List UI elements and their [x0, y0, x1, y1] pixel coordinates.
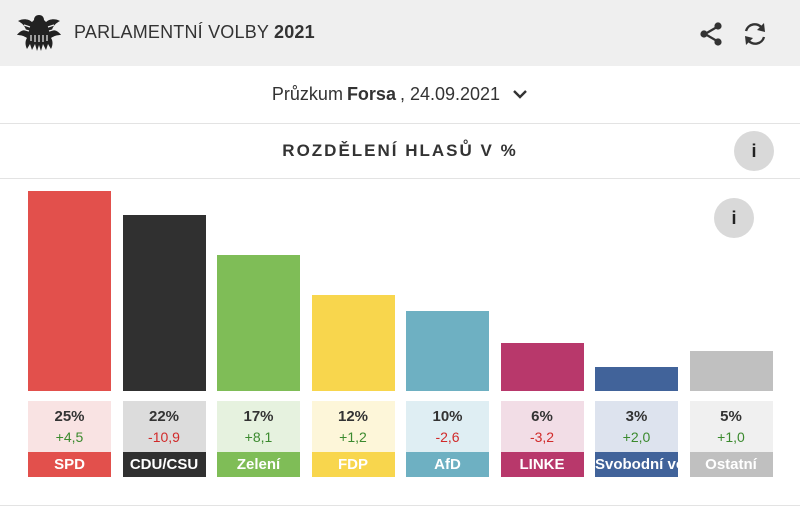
value-cell: 22% -10,9: [122, 401, 206, 452]
change-label: +4,5: [55, 429, 84, 445]
party-label: Zelení: [217, 452, 300, 477]
bar: [122, 215, 206, 391]
party-label: CDU/CSU: [122, 452, 206, 477]
bar: [500, 343, 584, 391]
value-cell: 3% +2,0: [595, 401, 678, 452]
poll-prefix: Průzkum: [271, 83, 343, 104]
value-label: 25%: [54, 408, 85, 425]
bar: [217, 255, 300, 391]
value-label: 12%: [337, 408, 369, 425]
value-cell: 17% +8,1: [217, 401, 300, 452]
app-title-year: 2021: [274, 22, 315, 42]
change-label: -10,9: [148, 429, 180, 445]
change-label: +2,0: [622, 429, 651, 445]
value-label: 10%: [432, 408, 463, 425]
party-label: Ostatní: [689, 452, 773, 477]
poll-selector[interactable]: Průzkum Forsa , 24.09.2021: [0, 66, 800, 122]
bar: [689, 351, 773, 391]
value-cell: 5% +1,0: [689, 401, 773, 452]
value-label: 6%: [531, 408, 553, 425]
party-label: SPD: [28, 452, 111, 477]
change-label: +1,2: [339, 429, 367, 445]
value-label: 5%: [720, 408, 742, 425]
chevron-down-icon: [513, 90, 527, 99]
divider: [0, 178, 800, 179]
change-label: -3,2: [529, 429, 555, 445]
value-cell: 10% -2,6: [406, 401, 489, 452]
app-title-prefix: PARLAMENTNÍ VOLBY: [74, 22, 269, 42]
value-label: 22%: [148, 408, 180, 425]
party-label: Svobodní voliči: [595, 452, 678, 477]
poll-institute: Forsa: [346, 83, 396, 104]
change-label: -2,6: [435, 429, 460, 445]
value-cell: 12% +1,2: [311, 401, 395, 452]
refresh-icon[interactable]: [741, 20, 769, 48]
bar: [311, 295, 395, 391]
bar: [28, 191, 111, 391]
change-label: +1,0: [717, 429, 745, 445]
value-cell: 6% -3,2: [500, 401, 584, 452]
value-label: 17%: [243, 408, 274, 425]
party-label: LINKE: [500, 452, 584, 477]
share-icon[interactable]: [698, 21, 724, 47]
section-info-button[interactable]: i: [734, 131, 774, 171]
party-label: AfD: [406, 452, 489, 477]
party-label: FDP: [311, 452, 395, 477]
bundestag-eagle-icon: [17, 15, 61, 51]
app-header: PARLAMENTNÍ VOLBY 2021: [0, 0, 800, 66]
section-title: ROZDĚLENÍ HLASŮ V %: [282, 141, 518, 160]
divider: [0, 505, 800, 506]
value-label: 3%: [625, 408, 648, 425]
change-label: +8,1: [244, 429, 273, 445]
divider: [0, 123, 800, 124]
poll-date: , 24.09.2021: [399, 83, 501, 104]
app-title: PARLAMENTNÍ VOLBY 2021: [74, 22, 315, 43]
value-cell: 25% +4,5: [28, 401, 111, 452]
bar: [406, 311, 489, 391]
chart-info-button[interactable]: i: [714, 198, 754, 238]
bar: [595, 367, 678, 391]
